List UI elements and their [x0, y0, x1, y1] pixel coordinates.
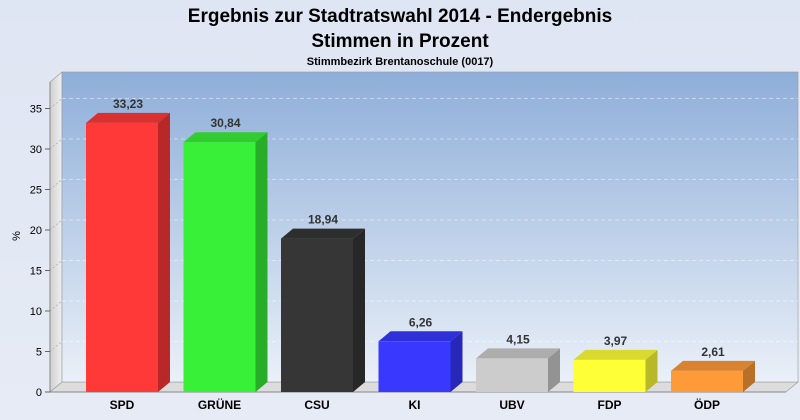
bar-front	[86, 122, 158, 392]
bar-side	[450, 331, 463, 392]
bar-side	[743, 360, 755, 392]
bar-value-label: 6,26	[409, 315, 433, 329]
category-labels: SPD GRÜNE CSU KI UBV FDP ÖDP	[110, 397, 720, 412]
bar-csu: 18,94	[281, 213, 365, 392]
bar-top	[573, 349, 658, 360]
bar-value-label: 33,23	[113, 97, 143, 111]
y-tick-label: 0	[36, 387, 42, 399]
bar-side	[255, 132, 268, 393]
category-label: FDP	[598, 398, 622, 412]
y-tick-label: 15	[30, 266, 42, 278]
y-tick-label: 20	[30, 225, 42, 237]
category-label: GRÜNE	[198, 397, 241, 412]
category-label: UBV	[499, 398, 524, 412]
bar-front	[573, 359, 646, 392]
gridline-wall	[49, 98, 63, 109]
bar-top	[86, 112, 170, 123]
bar-front	[183, 142, 256, 392]
bar-side	[548, 348, 560, 392]
chart-subtitle: Stimmen in Prozent	[311, 31, 489, 52]
y-tick-label: 10	[30, 306, 42, 318]
y-tick-label: 30	[30, 144, 42, 156]
bar-side	[353, 228, 365, 392]
gridline-wall	[49, 260, 63, 271]
bar-grüne: 30,84	[183, 116, 268, 393]
y-tick-label: 5	[36, 347, 42, 359]
gridline-wall	[49, 341, 63, 352]
category-label: SPD	[110, 398, 135, 412]
bar-spd: 33,23	[86, 97, 170, 392]
gridline-wall	[49, 219, 63, 231]
category-label: KI	[409, 398, 421, 412]
bar-fdp: 3,97	[573, 334, 658, 392]
bar-front	[378, 341, 451, 392]
bar-top	[281, 228, 365, 239]
gridline-wall	[49, 300, 63, 312]
y-axis-label: %	[11, 231, 23, 241]
bar-ubv: 4,15	[476, 332, 560, 392]
bar-value-label: 4,15	[506, 332, 530, 346]
bar-ödp: 2,61	[671, 345, 755, 392]
bar-top	[476, 348, 560, 359]
bar-top	[671, 360, 755, 371]
chart-title: Ergebnis zur Stadtratswahl 2014 - Enderg…	[188, 6, 612, 27]
bar-front	[671, 370, 743, 392]
bars: 33,23 30,84 18,94 6,26 4,15 3,97 2,61	[86, 97, 755, 393]
y-axis-ticks: 0 5 10 15 20 25 30 35	[30, 104, 50, 399]
gridline-wall	[49, 138, 63, 150]
plot-side-wall	[49, 71, 63, 393]
category-label: CSU	[304, 398, 329, 412]
chart-caption: Stimmbezirk Brentanoschule (0017)	[307, 56, 494, 68]
y-tick-label: 35	[30, 104, 42, 116]
bar-value-label: 2,61	[701, 345, 725, 359]
bar-front	[476, 358, 548, 392]
category-label: ÖDP	[694, 397, 720, 412]
bar-side	[158, 112, 170, 392]
bar-ki: 6,26	[378, 315, 463, 392]
y-tick-label: 25	[30, 185, 42, 197]
bar-value-label: 3,97	[604, 334, 628, 348]
bar-top	[183, 132, 268, 143]
bar-value-label: 30,84	[210, 116, 240, 130]
bar-front	[281, 238, 353, 392]
bar-value-label: 18,94	[308, 213, 338, 227]
bar-top	[378, 331, 463, 342]
gridline-wall	[49, 179, 63, 190]
bar-side	[645, 349, 658, 392]
